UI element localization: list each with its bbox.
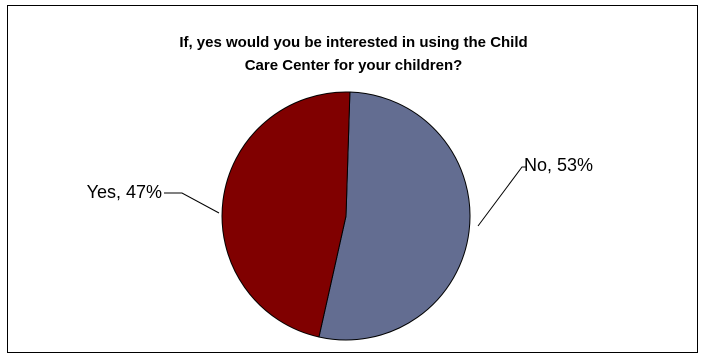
pie-slices	[221, 91, 471, 341]
chart-title-line-1: If, yes would you be interested in using…	[179, 34, 528, 51]
pie-slice-no	[318, 91, 471, 341]
leader-lines	[164, 166, 526, 227]
leader-line-yes	[164, 192, 220, 214]
pie-slice-yes	[221, 91, 351, 338]
slice-label-yes: Yes, 47%	[87, 182, 162, 202]
chart-title: If, yes would you be interested in using…	[8, 31, 699, 77]
slice-labels: No, 53% Yes, 47%	[87, 155, 593, 202]
pie-chart: No, 53% Yes, 47%	[87, 91, 593, 341]
chart-frame: If, yes would you be interested in using…	[7, 5, 698, 353]
slice-label-no: No, 53%	[524, 155, 593, 175]
chart-title-line-2: Care Center for your children?	[244, 57, 463, 74]
leader-line-no	[477, 166, 526, 227]
